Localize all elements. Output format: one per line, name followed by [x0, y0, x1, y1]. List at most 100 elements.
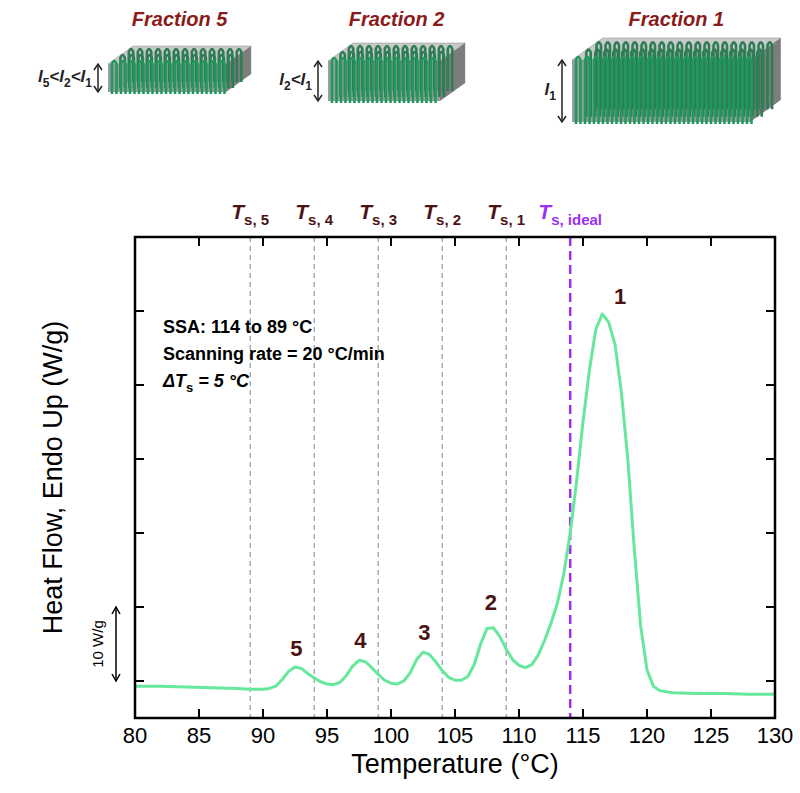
x-tick-label: 90: [251, 723, 275, 748]
x-tick-label: 95: [315, 723, 339, 748]
chain-fold: [693, 57, 698, 124]
chain-fold: [757, 50, 762, 117]
info-text: SSA: 114 to 89 °C: [163, 317, 312, 337]
chain-fold: [386, 58, 391, 103]
thickness-label-part: 1: [85, 76, 92, 90]
x-tick: [454, 709, 456, 718]
chain-fold: [112, 61, 117, 94]
chain-fold: [768, 42, 773, 109]
thickness-label-part: <l: [291, 70, 307, 89]
thickness-label-part: 1: [305, 79, 312, 93]
chain-fold: [594, 57, 599, 124]
thickness-label-part: <l: [49, 67, 65, 86]
thickness-label: l1: [545, 80, 557, 103]
x-tick-top: [262, 237, 264, 246]
x-tick-top: [198, 237, 200, 246]
x-tick-top: [582, 237, 584, 246]
chain-fold: [175, 61, 180, 94]
plot-area: [135, 314, 775, 694]
x-tick: [262, 709, 264, 718]
info-text-part: = 5 °C: [193, 371, 250, 391]
y-tick: [135, 384, 144, 386]
chain-fold: [157, 61, 162, 94]
peak-label: 2: [485, 590, 497, 615]
scale-bar-arrow: [112, 607, 120, 681]
chain-fold: [148, 61, 153, 94]
chain-fold: [237, 49, 242, 82]
chain-fold: [220, 61, 225, 94]
y-tick: [135, 680, 144, 682]
y-tick-right: [766, 310, 775, 312]
thickness-arrow: [561, 61, 563, 121]
illustration: [108, 38, 781, 124]
chain-fold: [639, 57, 644, 124]
x-axis-title: Temperature (°C): [351, 749, 558, 779]
x-tick: [390, 709, 392, 718]
chain-fold: [666, 57, 671, 124]
seeding-label: Ts, ideal: [538, 200, 602, 228]
seeding-label-part: s, 1: [500, 211, 525, 228]
chain-fold: [738, 57, 743, 124]
seeding-label: Ts, 3: [359, 200, 397, 228]
x-tick: [582, 709, 584, 718]
chain-fold: [439, 52, 444, 97]
seeding-label: Ts, 4: [295, 200, 334, 228]
y-tick-right: [766, 680, 775, 682]
chain-fold: [130, 61, 135, 94]
chain-fold: [377, 58, 382, 103]
x-tick: [774, 709, 776, 718]
x-tick-top: [518, 237, 520, 246]
info-text-part: ΔT: [162, 371, 188, 391]
x-tick: [134, 709, 136, 718]
chain-fold: [202, 61, 207, 94]
thickness-arrowhead: [94, 64, 102, 92]
thickness-arrowhead: [558, 60, 566, 122]
x-tick-label: 120: [629, 723, 666, 748]
x-tick: [518, 709, 520, 718]
x-tick-label: 100: [373, 723, 410, 748]
y-tick: [135, 310, 144, 312]
chain-fold: [211, 61, 216, 94]
chain-fold: [184, 61, 189, 94]
chain-fold: [603, 57, 608, 124]
chain-fold: [448, 46, 453, 91]
chain-fold: [648, 57, 653, 124]
chain-fold: [413, 58, 418, 103]
x-tick-top: [134, 237, 136, 246]
chain-fold: [350, 58, 355, 103]
chain-fold: [711, 57, 716, 124]
chain-fold: [612, 57, 617, 124]
y-tick-right: [766, 458, 775, 460]
x-tick-top: [390, 237, 392, 246]
chain-fold: [422, 58, 427, 103]
x-tick-top: [454, 237, 456, 246]
lamella-side: [750, 38, 781, 122]
chain-fold: [585, 57, 590, 124]
seeding-label-part: s, ideal: [551, 211, 602, 228]
chain-fold: [630, 57, 635, 124]
info-text: ΔTs = 5 °C: [162, 371, 250, 395]
chart: Fraction 5l5<l2<l1Fraction 2l2<l1Fractio…: [0, 0, 800, 793]
peak-label: 4: [354, 628, 367, 653]
chain-fold: [368, 58, 373, 103]
chain-fold: [684, 57, 689, 124]
dsc-curve: [135, 314, 775, 694]
y-tick: [135, 532, 144, 534]
x-tick-top: [710, 237, 712, 246]
seeding-line: [250, 237, 251, 718]
seeding-label-part: s, 5: [244, 211, 269, 228]
chain-fold: [404, 58, 409, 103]
seeding-line: [314, 237, 315, 718]
seeding-line: [442, 237, 443, 718]
y-tick: [135, 458, 144, 460]
chain-fold: [193, 61, 198, 94]
x-tick-label: 105: [437, 723, 474, 748]
x-tick-label: 130: [757, 723, 794, 748]
x-tick-top: [646, 237, 648, 246]
info-text-part: s: [186, 380, 193, 395]
x-tick-label: 125: [693, 723, 730, 748]
chain-fold: [359, 58, 364, 103]
chain-fold: [657, 57, 662, 124]
plot-frame: [135, 237, 775, 718]
fraction-title: Fraction 1: [629, 8, 725, 30]
